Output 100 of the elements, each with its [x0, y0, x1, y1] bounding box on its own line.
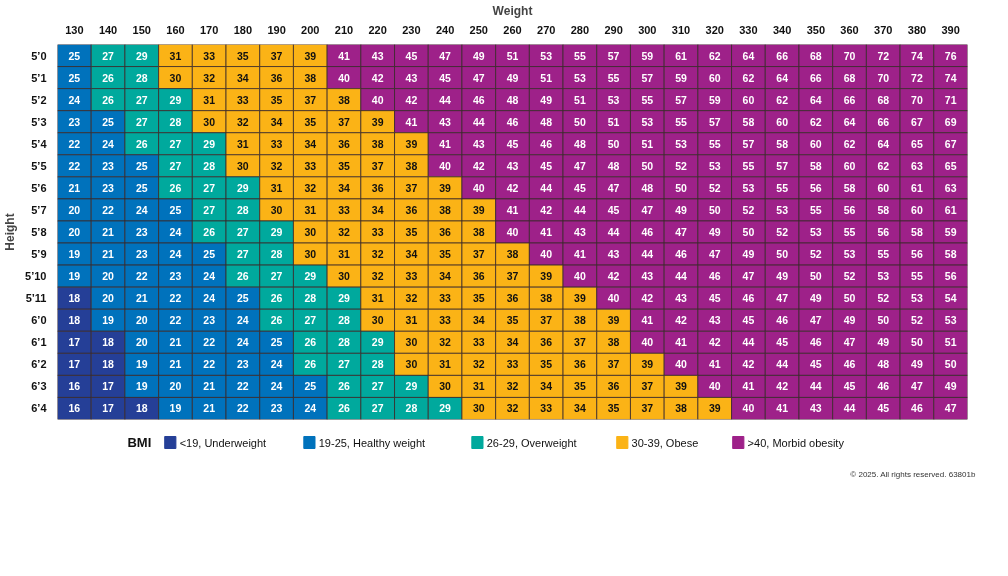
- data-label: 67: [944, 137, 957, 150]
- data-label: 38: [304, 71, 317, 84]
- data-label: 50: [809, 270, 822, 283]
- data-label: 52: [911, 314, 923, 327]
- data-label: 43: [506, 159, 519, 172]
- data-label: 24: [237, 314, 249, 327]
- data-label: 44: [675, 270, 688, 283]
- data-label: 25: [102, 115, 115, 128]
- data-label: 33: [338, 203, 350, 216]
- data-label: 27: [371, 402, 384, 415]
- data-label: 44: [742, 336, 755, 349]
- data-label: 55: [641, 93, 654, 106]
- data-label: 45: [506, 137, 519, 150]
- x-tick-label: 290: [604, 23, 623, 36]
- data-label: 66: [809, 71, 822, 84]
- data-label: 57: [776, 159, 789, 172]
- data-label: 26: [270, 314, 283, 327]
- data-label: 22: [169, 292, 182, 305]
- data-label: 36: [540, 336, 553, 349]
- data-label: 32: [304, 181, 317, 194]
- x-tick-label: 390: [941, 23, 960, 36]
- data-label: 19: [135, 380, 148, 393]
- data-label: 55: [742, 159, 755, 172]
- data-label: 24: [102, 137, 115, 150]
- data-label: 22: [135, 270, 148, 283]
- data-label: 40: [742, 402, 755, 415]
- data-label: 55: [843, 226, 856, 238]
- data-label: 22: [169, 314, 182, 327]
- x-tick-label: 340: [772, 23, 792, 36]
- data-label: 26: [270, 292, 283, 305]
- data-label: 59: [944, 226, 957, 238]
- data-label: 56: [911, 248, 923, 261]
- data-label: 25: [68, 49, 81, 62]
- data-label: 49: [472, 49, 485, 62]
- data-label: 52: [877, 292, 890, 305]
- data-label: 20: [135, 336, 148, 349]
- data-label: 20: [102, 270, 115, 283]
- data-label: 53: [911, 292, 923, 305]
- data-label: 44: [843, 402, 856, 415]
- data-label: 59: [641, 49, 654, 62]
- data-label: 45: [540, 159, 553, 172]
- data-label: 20: [135, 314, 148, 327]
- data-label: 24: [270, 380, 283, 393]
- x-tick-label: 160: [166, 23, 185, 36]
- data-label: 69: [944, 115, 957, 128]
- data-label: 36: [574, 358, 586, 371]
- data-label: 30: [237, 159, 249, 172]
- y-tick-label: 5’4: [31, 137, 48, 150]
- data-label: 36: [439, 226, 452, 238]
- data-label: 35: [506, 314, 519, 327]
- data-label: 29: [371, 336, 384, 349]
- data-label: 21: [68, 181, 81, 194]
- data-label: 35: [338, 159, 350, 172]
- data-label: 43: [574, 226, 586, 238]
- data-label: 47: [708, 248, 721, 261]
- legend-title: BMI: [127, 435, 152, 450]
- data-label: 38: [338, 93, 350, 106]
- data-label: 32: [506, 380, 519, 393]
- data-label: 60: [843, 159, 856, 172]
- data-label: 21: [102, 248, 115, 261]
- data-label: 32: [405, 292, 418, 305]
- data-label: 29: [304, 270, 317, 283]
- data-label: 50: [675, 181, 688, 194]
- data-label: 45: [439, 71, 452, 84]
- data-label: 28: [371, 358, 384, 371]
- data-label: 26: [135, 137, 148, 150]
- data-label: 66: [843, 93, 856, 106]
- data-label: 25: [237, 292, 249, 305]
- data-label: 62: [742, 71, 755, 84]
- data-label: 19: [135, 358, 148, 371]
- data-label: 60: [809, 137, 822, 150]
- text: © 2025. All rights reserved. 63801b: [850, 470, 976, 479]
- data-label: 29: [338, 292, 350, 305]
- data-label: 36: [270, 71, 283, 84]
- y-tick-label: 6’4: [31, 402, 48, 415]
- data-label: 46: [776, 314, 789, 327]
- data-label: 36: [607, 380, 620, 393]
- data-label: 22: [203, 358, 216, 371]
- data-label: 60: [708, 71, 721, 84]
- data-label: 23: [102, 159, 115, 172]
- data-label: 32: [439, 336, 452, 349]
- data-label: 68: [809, 49, 822, 62]
- y-tick-label: 6’1: [31, 336, 47, 349]
- x-tick-label: 210: [334, 23, 354, 36]
- x-tick-label: 170: [199, 23, 219, 36]
- data-label: 38: [675, 402, 688, 415]
- data-label: 45: [574, 181, 586, 194]
- data-label: 51: [944, 336, 957, 349]
- data-label: 37: [338, 115, 350, 128]
- y-tick-label: 5’2: [31, 93, 47, 106]
- data-label: 61: [675, 49, 688, 62]
- data-label: 21: [102, 226, 115, 238]
- data-label: 23: [270, 402, 283, 415]
- data-label: 25: [270, 336, 283, 349]
- data-label: 51: [641, 137, 654, 150]
- x-tick-label: 370: [874, 23, 893, 36]
- data-label: 17: [102, 380, 115, 393]
- data-label: 37: [607, 358, 620, 371]
- data-label: 31: [304, 203, 317, 216]
- data-label: 34: [338, 181, 350, 194]
